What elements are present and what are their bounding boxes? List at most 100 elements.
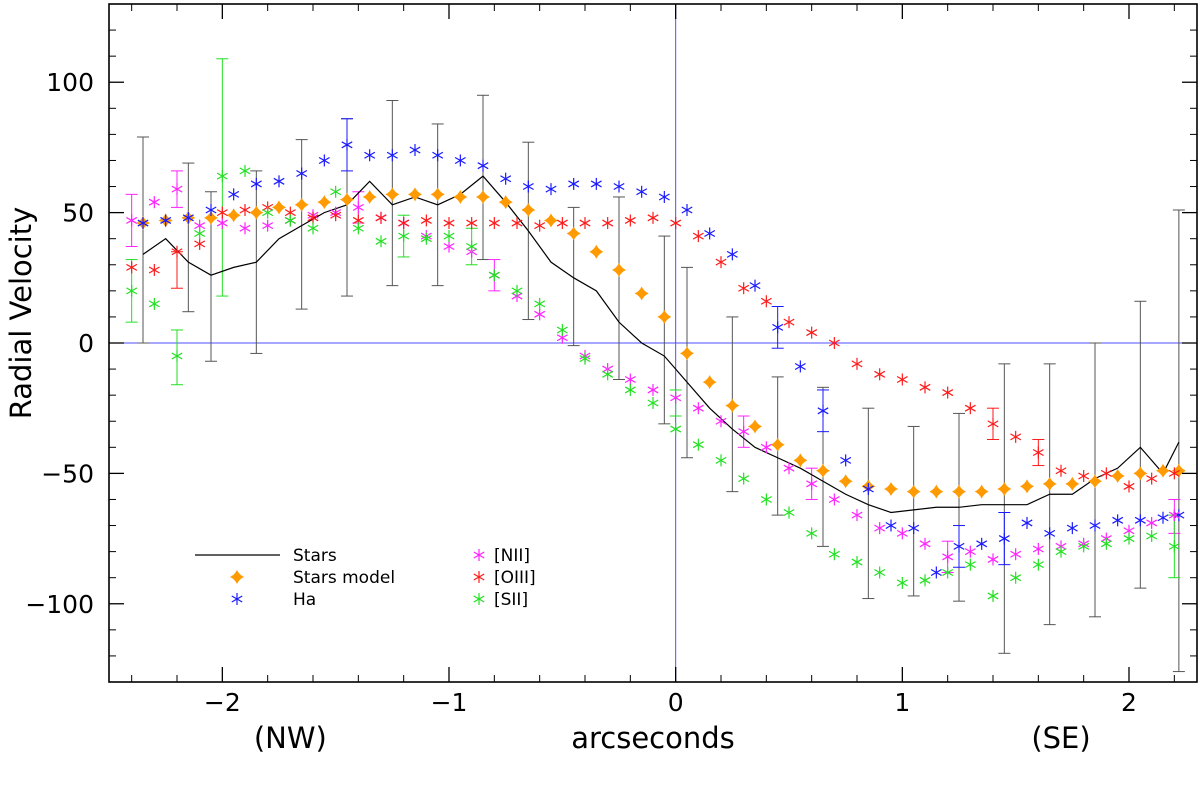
sii-point-d2 <box>624 386 636 394</box>
sii-point <box>534 297 546 310</box>
oiii-point-d2 <box>284 209 296 217</box>
nii-point-d2 <box>647 386 659 394</box>
legend-asterisk-swatch <box>473 593 485 605</box>
ha-point <box>160 214 172 227</box>
ha-point <box>1066 522 1078 535</box>
stars-model-point <box>1156 463 1170 478</box>
sii-point <box>602 368 614 381</box>
oiii-point-d2 <box>670 219 682 227</box>
ha-point <box>522 180 534 193</box>
stars-model-point <box>589 244 604 259</box>
oiii-point <box>330 209 342 222</box>
oiii-point <box>851 357 863 370</box>
stars-model-point <box>340 192 354 207</box>
stars-model-point <box>634 286 649 301</box>
stars-error-bar <box>477 94 489 261</box>
legend-asterisk-swatch-d2 <box>473 595 485 603</box>
oiii-point <box>534 219 546 232</box>
stars-model-point <box>1088 474 1102 489</box>
sii-point <box>783 506 795 519</box>
oiii-point-d2 <box>715 258 727 266</box>
stars-model-point <box>906 484 921 499</box>
ha-point <box>704 227 716 240</box>
ha-point-d2 <box>273 177 285 185</box>
x-tick-label: 0 <box>668 688 684 717</box>
stars-model-point <box>476 189 490 204</box>
oiii-point <box>579 217 591 230</box>
oiii-point <box>828 337 840 349</box>
stars-model-point <box>816 463 830 478</box>
sii-point <box>398 230 410 243</box>
oiii-point-d2 <box>126 263 138 271</box>
nii-point <box>534 308 546 321</box>
sii-point <box>171 350 183 363</box>
nii-point-d2 <box>194 222 206 230</box>
error-bars <box>125 58 1185 673</box>
oiii-point-d2 <box>534 222 546 230</box>
stars-model-point <box>362 189 377 204</box>
nii-point <box>942 550 954 563</box>
legend-entry-stars-model: Stars model <box>230 568 395 588</box>
oiii-point-d2 <box>171 248 183 256</box>
oiii-point <box>602 217 614 230</box>
nii-point <box>828 493 840 506</box>
oiii-point-d2 <box>964 404 976 412</box>
ha-point-d2 <box>137 219 149 227</box>
nii-point <box>1168 509 1180 522</box>
ha-point <box>1089 519 1101 532</box>
nii-point-d2 <box>171 185 183 193</box>
sii-point <box>330 185 342 198</box>
nii-point <box>896 527 908 540</box>
ha-point-d2 <box>772 323 784 331</box>
nii-point <box>1146 516 1158 529</box>
oiii-point <box>647 211 659 224</box>
stars-model-point <box>204 210 218 225</box>
ha-point-d2 <box>341 141 353 149</box>
legend-entry-ha: Ha <box>231 590 316 610</box>
sii-point <box>488 269 500 282</box>
oiii-point-d2 <box>1032 449 1044 457</box>
legend-asterisk-swatch-d2 <box>473 551 485 559</box>
sii-point-d2 <box>647 399 659 407</box>
stars-model-point <box>385 187 400 202</box>
sii-point-d2 <box>1123 535 1135 543</box>
sii-point <box>352 222 364 235</box>
oiii-point-d2 <box>738 284 750 292</box>
ha-point-d2 <box>386 151 398 159</box>
ha-point <box>545 183 557 196</box>
sii-point-d2 <box>987 592 999 600</box>
ha-point <box>998 532 1010 545</box>
sii-point <box>738 472 750 485</box>
nii-point <box>216 217 228 230</box>
ha-point <box>817 404 829 417</box>
oiii-point <box>942 386 954 399</box>
oiii-point-d2 <box>1146 475 1158 483</box>
nii-point-d2 <box>828 495 840 503</box>
sii-point-d2 <box>715 456 727 464</box>
oiii-point <box>760 295 772 308</box>
legend-entry-oiii: [OIII] <box>473 568 536 588</box>
legend-asterisk-swatch-d2 <box>231 595 243 603</box>
ha-point-d2 <box>885 522 897 530</box>
oiii-point <box>1146 472 1158 485</box>
nii-point <box>670 391 682 404</box>
sii-point <box>670 423 682 436</box>
sii-point <box>262 206 274 219</box>
ha-point-d2 <box>296 169 308 178</box>
oiii-point-d2 <box>148 266 160 274</box>
ha-point <box>364 149 376 162</box>
legend-diamond-swatch <box>230 570 244 584</box>
oiii-point <box>919 381 931 394</box>
oiii-point <box>126 261 138 274</box>
sii-point-d2 <box>375 237 387 245</box>
nii-point-d2 <box>126 216 138 224</box>
oiii-point <box>1123 480 1135 493</box>
ha-point <box>1157 511 1169 524</box>
ha-point-d2 <box>908 524 920 532</box>
sii-point <box>964 558 976 571</box>
stars-model-point <box>1020 479 1034 494</box>
oiii-point <box>964 402 976 415</box>
stars-model-point <box>884 482 898 497</box>
stars-model-point <box>566 226 581 241</box>
